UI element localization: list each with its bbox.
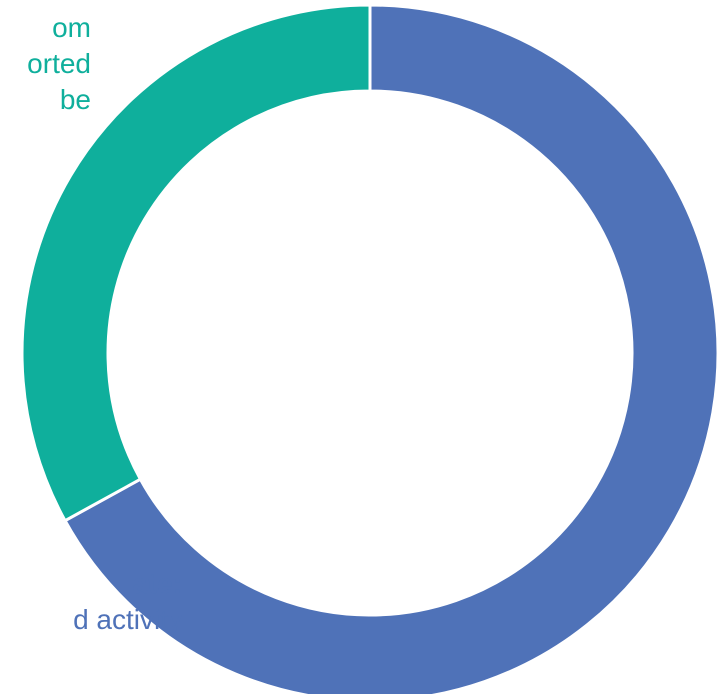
annotation-line: be	[59, 84, 91, 115]
slice-annotation-blue: ate: d activity	[73, 566, 182, 638]
donut-slice-2	[20, 3, 372, 523]
annotation-heading: ate:	[132, 568, 182, 599]
annotation-line: orted	[27, 48, 91, 79]
slice-annotation-teal: om orted be	[27, 10, 91, 118]
annotation-line: d activity	[73, 604, 182, 635]
annotation-line: om	[52, 12, 91, 43]
donut-slice-1	[63, 3, 720, 694]
